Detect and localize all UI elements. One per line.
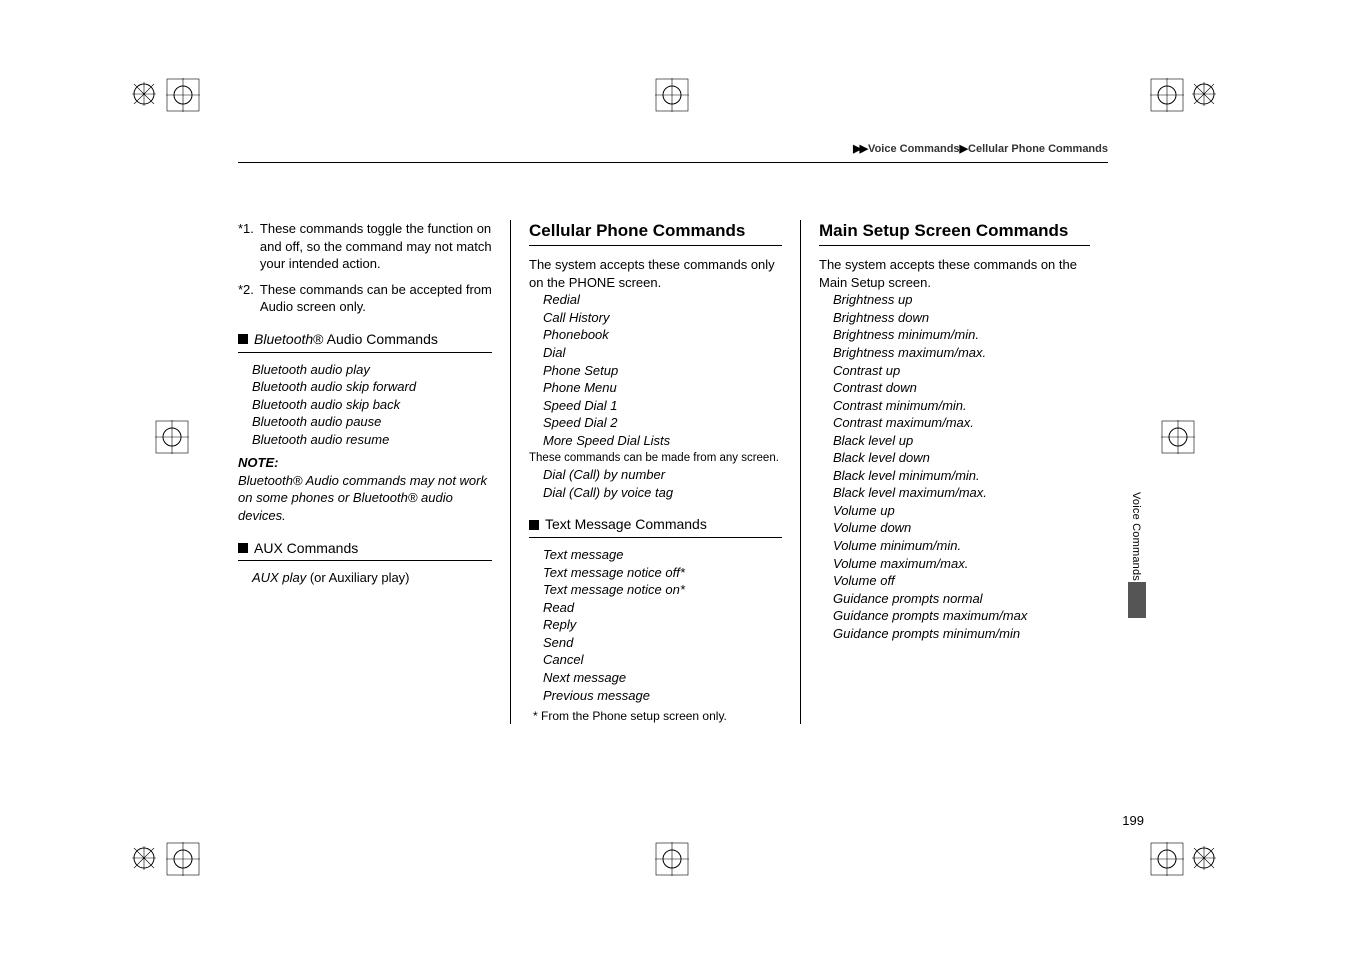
command-item: Speed Dial 2 xyxy=(529,414,782,432)
column-1: *1. These commands toggle the function on… xyxy=(238,220,510,724)
column-3: Main Setup Screen Commands The system ac… xyxy=(800,220,1090,724)
heading-prefix: Bluetooth xyxy=(254,331,313,347)
command-item: Call History xyxy=(529,309,782,327)
command-item: Contrast up xyxy=(819,362,1090,380)
crop-mark-icon xyxy=(155,420,189,454)
breadcrumb-page: Cellular Phone Commands xyxy=(968,143,1108,155)
command-item: Volume minimum/min. xyxy=(819,537,1090,555)
setup-commands-list: Brightness up Brightness down Brightness… xyxy=(819,291,1090,642)
header-rule xyxy=(238,162,1108,163)
square-bullet-icon xyxy=(238,334,248,344)
column-2: Cellular Phone Commands The system accep… xyxy=(510,220,800,724)
command-item: Volume off xyxy=(819,572,1090,590)
side-tab-label: Voice Commands xyxy=(1130,492,1142,581)
page-number: 199 xyxy=(1122,813,1144,828)
aux-heading: AUX Commands xyxy=(238,539,492,562)
command-item: Reply xyxy=(529,616,782,634)
command-item: Guidance prompts maximum/max xyxy=(819,607,1090,625)
heading-suffix: ® Audio Commands xyxy=(313,331,438,347)
command-item: Black level up xyxy=(819,432,1090,450)
footnote-mark: *1. xyxy=(238,220,254,273)
aux-cmd-suffix: (or Auxiliary play) xyxy=(306,570,409,585)
bluetooth-audio-heading: Bluetooth® Audio Commands xyxy=(238,330,492,353)
command-item: Volume maximum/max. xyxy=(819,555,1090,573)
note-label: NOTE: xyxy=(238,454,492,472)
command-item: Bluetooth audio play xyxy=(238,361,492,379)
main-setup-title: Main Setup Screen Commands xyxy=(819,220,1090,246)
heading-text: AUX Commands xyxy=(254,539,358,558)
bluetooth-commands-list: Bluetooth audio play Bluetooth audio ski… xyxy=(238,361,492,449)
text-message-heading: Text Message Commands xyxy=(529,515,782,538)
command-item: Bluetooth audio skip forward xyxy=(238,378,492,396)
command-item: Bluetooth audio pause xyxy=(238,413,492,431)
command-item: Read xyxy=(529,599,782,617)
command-item: Guidance prompts minimum/min xyxy=(819,625,1090,643)
command-item: Text message notice on* xyxy=(529,581,782,599)
side-tab-bar xyxy=(1128,582,1146,618)
footnote-text: These commands can be accepted from Audi… xyxy=(260,281,492,316)
phone-intro: The system accepts these commands only o… xyxy=(529,256,782,291)
crop-mark-icon xyxy=(130,842,200,876)
aux-command: AUX play (or Auxiliary play) xyxy=(238,569,492,587)
footnote-item: *1. These commands toggle the function on… xyxy=(238,220,492,273)
text-message-footnote: * From the Phone setup screen only. xyxy=(529,708,782,724)
phone-commands-list: Redial Call History Phonebook Dial Phone… xyxy=(529,291,782,449)
crop-mark-icon xyxy=(655,842,689,876)
aux-cmd-prefix: AUX play xyxy=(252,570,306,585)
command-item: Dial (Call) by voice tag xyxy=(529,484,782,502)
command-item: Brightness up xyxy=(819,291,1090,309)
command-item: Dial xyxy=(529,344,782,362)
breadcrumb: ▶▶Voice Commands▶Cellular Phone Commands xyxy=(853,142,1108,155)
command-item: Black level down xyxy=(819,449,1090,467)
command-item: Brightness maximum/max. xyxy=(819,344,1090,362)
command-item: Black level maximum/max. xyxy=(819,484,1090,502)
command-item: Contrast down xyxy=(819,379,1090,397)
crop-mark-icon xyxy=(1150,842,1220,876)
any-screen-commands-list: Dial (Call) by number Dial (Call) by voi… xyxy=(529,466,782,501)
crop-mark-icon xyxy=(1161,420,1195,454)
command-item: Previous message xyxy=(529,687,782,705)
command-item: Phone Setup xyxy=(529,362,782,380)
command-item: Next message xyxy=(529,669,782,687)
command-item: Volume up xyxy=(819,502,1090,520)
any-screen-note: These commands can be made from any scre… xyxy=(529,451,782,466)
footnote-mark: *2. xyxy=(238,281,254,316)
footnote-item: *2. These commands can be accepted from A… xyxy=(238,281,492,316)
command-item: Brightness down xyxy=(819,309,1090,327)
note-body: Bluetooth® Audio commands may not work o… xyxy=(238,472,492,525)
text-message-commands-list: Text message Text message notice off* Te… xyxy=(529,546,782,704)
command-item: Dial (Call) by number xyxy=(529,466,782,484)
command-item: Speed Dial 1 xyxy=(529,397,782,415)
command-item: Phonebook xyxy=(529,326,782,344)
command-item: Text message notice off* xyxy=(529,564,782,582)
setup-intro: The system accepts these commands on the… xyxy=(819,256,1090,291)
command-item: Redial xyxy=(529,291,782,309)
command-item: Brightness minimum/min. xyxy=(819,326,1090,344)
command-item: Guidance prompts normal xyxy=(819,590,1090,608)
command-item: Text message xyxy=(529,546,782,564)
crop-mark-icon xyxy=(130,78,200,112)
crop-mark-icon xyxy=(1150,78,1220,112)
command-item: Bluetooth audio skip back xyxy=(238,396,492,414)
square-bullet-icon xyxy=(238,543,248,553)
side-tab: Voice Commands xyxy=(1128,492,1152,622)
heading-text: Text Message Commands xyxy=(545,515,707,534)
command-item: Bluetooth audio resume xyxy=(238,431,492,449)
command-item: Send xyxy=(529,634,782,652)
footnote-text: These commands toggle the function on an… xyxy=(260,220,492,273)
breadcrumb-section: Voice Commands xyxy=(868,143,960,155)
command-item: More Speed Dial Lists xyxy=(529,432,782,450)
command-item: Contrast maximum/max. xyxy=(819,414,1090,432)
crop-mark-icon xyxy=(655,78,689,112)
command-item: Phone Menu xyxy=(529,379,782,397)
command-item: Cancel xyxy=(529,651,782,669)
cellular-phone-title: Cellular Phone Commands xyxy=(529,220,782,246)
command-item: Black level minimum/min. xyxy=(819,467,1090,485)
command-item: Contrast minimum/min. xyxy=(819,397,1090,415)
square-bullet-icon xyxy=(529,520,539,530)
command-item: Volume down xyxy=(819,519,1090,537)
audio-footnotes: *1. These commands toggle the function on… xyxy=(238,220,492,316)
